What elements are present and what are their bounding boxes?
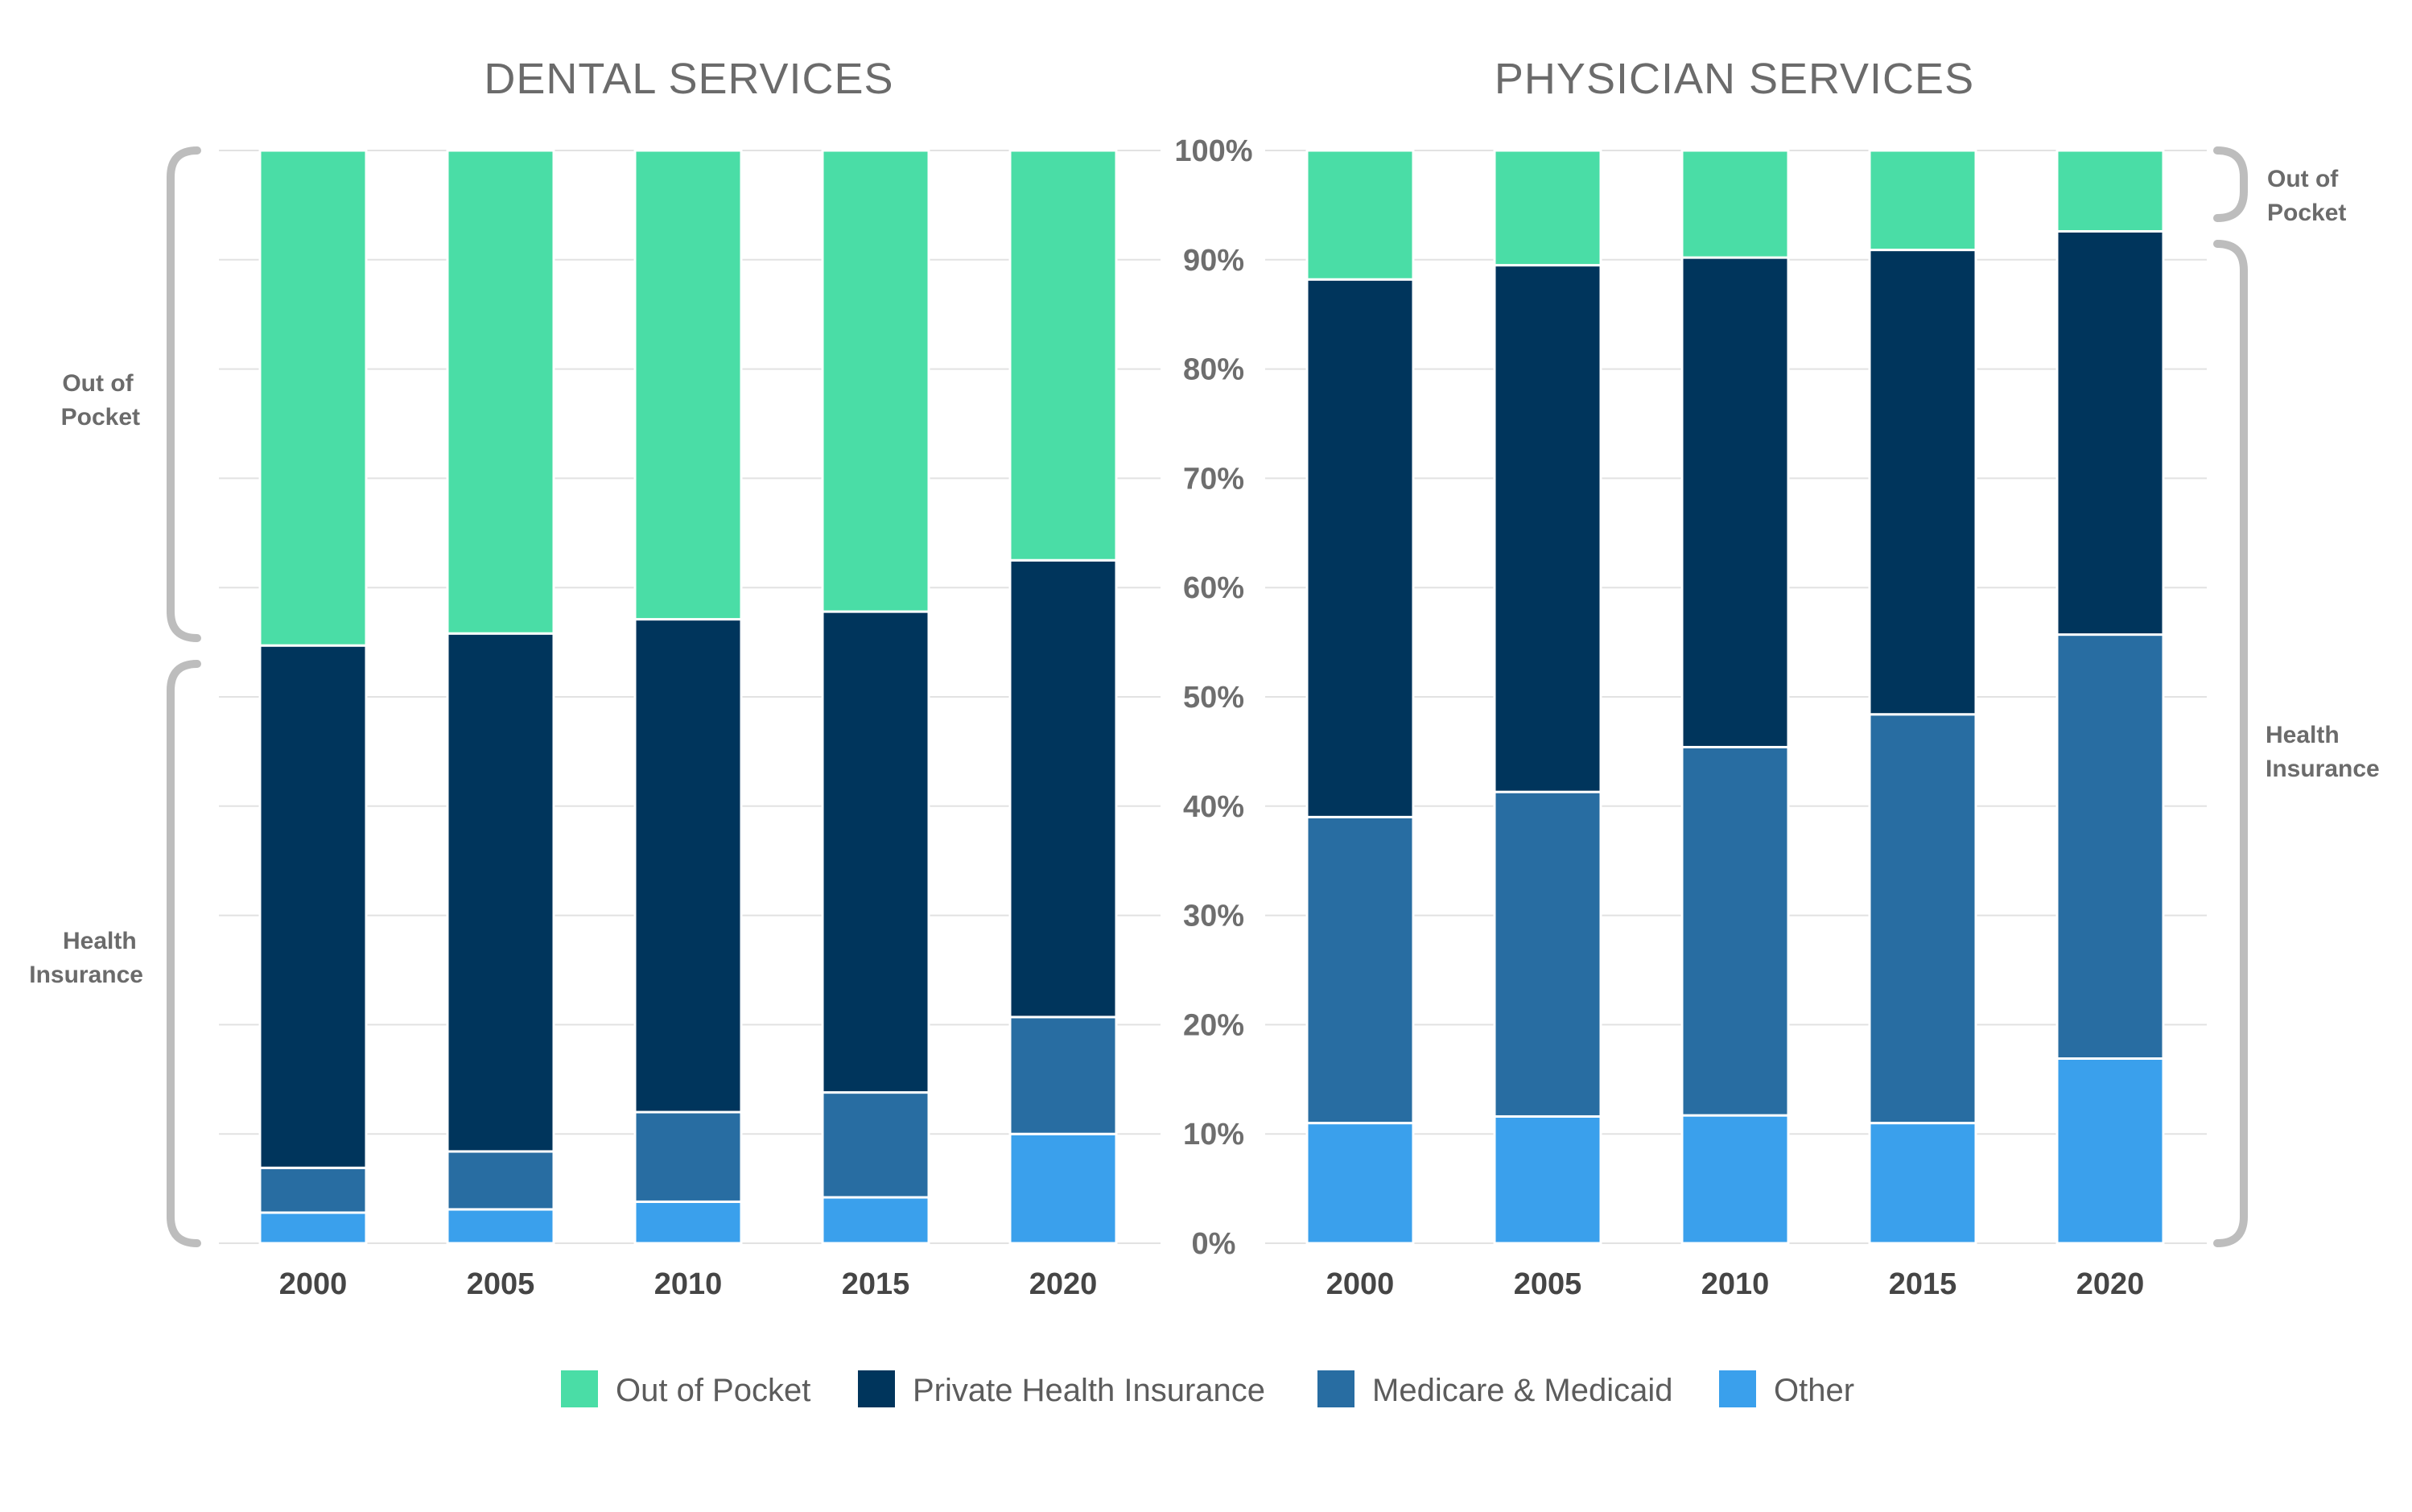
dental-bar-2010-private_health_insurance	[633, 618, 743, 1114]
physician-bar-2005-private_health_insurance	[1493, 264, 1602, 793]
dental-bar-2010-other	[633, 1200, 743, 1245]
physician-bar-2020-out_of_pocket	[2055, 149, 2165, 233]
dental-bar-2000-out_of_pocket	[258, 149, 368, 647]
physician-bar-2015-other	[1868, 1122, 1977, 1245]
bars	[258, 149, 2165, 1245]
legend-label-other: Other	[1774, 1373, 1854, 1408]
dental-out-of-pocket-label: Out of Pocket	[61, 370, 140, 431]
y-tick-label: 50%	[1183, 681, 1244, 715]
physician-bar-2020-medicare_medicaid	[2055, 633, 2165, 1060]
y-tick-label: 20%	[1183, 1008, 1244, 1042]
legend-swatch-other	[1719, 1370, 1756, 1407]
dental-bar-2005-private_health_insurance	[446, 632, 555, 1153]
legend-label-private_health_insurance: Private Health Insurance	[913, 1373, 1265, 1408]
physician-health-insurance-label: Health Insurance	[2266, 722, 2380, 782]
dental-bar-2010-medicare_medicaid	[633, 1110, 743, 1203]
dental-health-insurance-brace	[167, 660, 201, 1247]
y-tick-label: 0%	[1192, 1227, 1236, 1261]
dental-bar-2005-other	[446, 1208, 555, 1245]
physician-x-tick-label: 2010	[1701, 1267, 1770, 1301]
dental-health-insurance-label: Health Insurance	[29, 928, 143, 988]
physician-bar-2010-out_of_pocket	[1680, 149, 1790, 259]
y-axis-tick-labels: 0% 10% 20% 30% 40% 50% 60% 70% 80% 90% 100%	[1174, 134, 1252, 1261]
physician-bar-2000-medicare_medicaid	[1305, 815, 1415, 1125]
physician-bar-2015-private_health_insurance	[1868, 249, 1977, 716]
dental-bar-2005-medicare_medicaid	[446, 1150, 555, 1211]
dental-bar-2000-other	[258, 1211, 368, 1245]
physician-bar-2005-other	[1493, 1114, 1602, 1245]
physician-chart-title: PHYSICIAN SERVICES	[1495, 55, 1974, 103]
physician-x-tick-label: 2005	[1514, 1267, 1582, 1301]
y-tick-label: 90%	[1183, 244, 1244, 278]
legend-label-out_of_pocket: Out of Pocket	[616, 1373, 810, 1408]
physician-bar-2010-private_health_insurance	[1680, 256, 1790, 748]
physician-bar-2015-out_of_pocket	[1868, 149, 1977, 252]
dental-chart-title: DENTAL SERVICES	[484, 55, 893, 103]
dental-bar-2010-out_of_pocket	[633, 149, 743, 621]
legend-label-medicare_medicaid: Medicare & Medicaid	[1372, 1373, 1673, 1408]
dental-x-tick-label: 2005	[467, 1267, 535, 1301]
y-tick-label: 40%	[1183, 790, 1244, 824]
dental-bar-2020-other	[1008, 1132, 1118, 1245]
dental-x-tick-label: 2000	[279, 1267, 348, 1301]
physician-bar-2015-medicare_medicaid	[1868, 713, 1977, 1125]
physician-x-tick-label: 2020	[2076, 1267, 2145, 1301]
dental-bar-2015-other	[821, 1196, 930, 1245]
physician-bar-2000-private_health_insurance	[1305, 278, 1415, 818]
physician-bar-2005-medicare_medicaid	[1493, 790, 1602, 1118]
dental-bar-2000-private_health_insurance	[258, 644, 368, 1169]
dental-bar-2020-out_of_pocket	[1008, 149, 1118, 562]
dental-bar-2015-out_of_pocket	[821, 149, 930, 613]
y-tick-label: 80%	[1183, 353, 1244, 387]
y-tick-label: 70%	[1183, 462, 1244, 496]
y-tick-label: 30%	[1183, 900, 1244, 933]
dental-bar-2005-out_of_pocket	[446, 149, 555, 635]
legend: Out of Pocket Private Health Insurance Med…	[561, 1370, 1854, 1408]
y-tick-label: 60%	[1183, 571, 1244, 605]
dental-x-tick-label: 2010	[654, 1267, 723, 1301]
dental-x-tick-label: 2015	[842, 1267, 910, 1301]
legend-swatch-medicare_medicaid	[1317, 1370, 1354, 1407]
physician-bar-2000-other	[1305, 1122, 1415, 1245]
legend-swatch-private_health_insurance	[858, 1370, 895, 1407]
dental-out-of-pocket-brace	[167, 146, 201, 642]
physician-bar-2010-other	[1680, 1114, 1790, 1245]
y-tick-label: 10%	[1183, 1118, 1244, 1152]
dental-bar-2000-medicare_medicaid	[258, 1166, 368, 1214]
physician-bar-2010-medicare_medicaid	[1680, 745, 1790, 1117]
legend-swatch-out_of_pocket	[561, 1370, 598, 1407]
dental-bar-2020-private_health_insurance	[1008, 558, 1118, 1019]
x-axis-tick-labels: 2000 2005 2010 2015 2020 2000 2005 2010 2015 2020	[279, 1267, 2145, 1301]
physician-bar-2005-out_of_pocket	[1493, 149, 1602, 267]
physician-bar-2020-other	[2055, 1057, 2165, 1245]
physician-out-of-pocket-label: Out of Pocket	[2267, 166, 2346, 226]
physician-x-tick-label: 2000	[1326, 1267, 1395, 1301]
physician-bar-2000-out_of_pocket	[1305, 149, 1415, 281]
physician-bar-2020-private_health_insurance	[2055, 229, 2165, 637]
physician-x-tick-label: 2015	[1889, 1267, 1957, 1301]
dental-bar-2015-private_health_insurance	[821, 610, 930, 1094]
y-tick-label: 100%	[1174, 134, 1252, 168]
dental-bar-2020-medicare_medicaid	[1008, 1016, 1118, 1135]
physician-out-of-pocket-brace	[2213, 146, 2248, 222]
physician-health-insurance-brace	[2213, 240, 2248, 1247]
dental-bar-2015-medicare_medicaid	[821, 1091, 930, 1199]
dental-x-tick-label: 2020	[1029, 1267, 1098, 1301]
